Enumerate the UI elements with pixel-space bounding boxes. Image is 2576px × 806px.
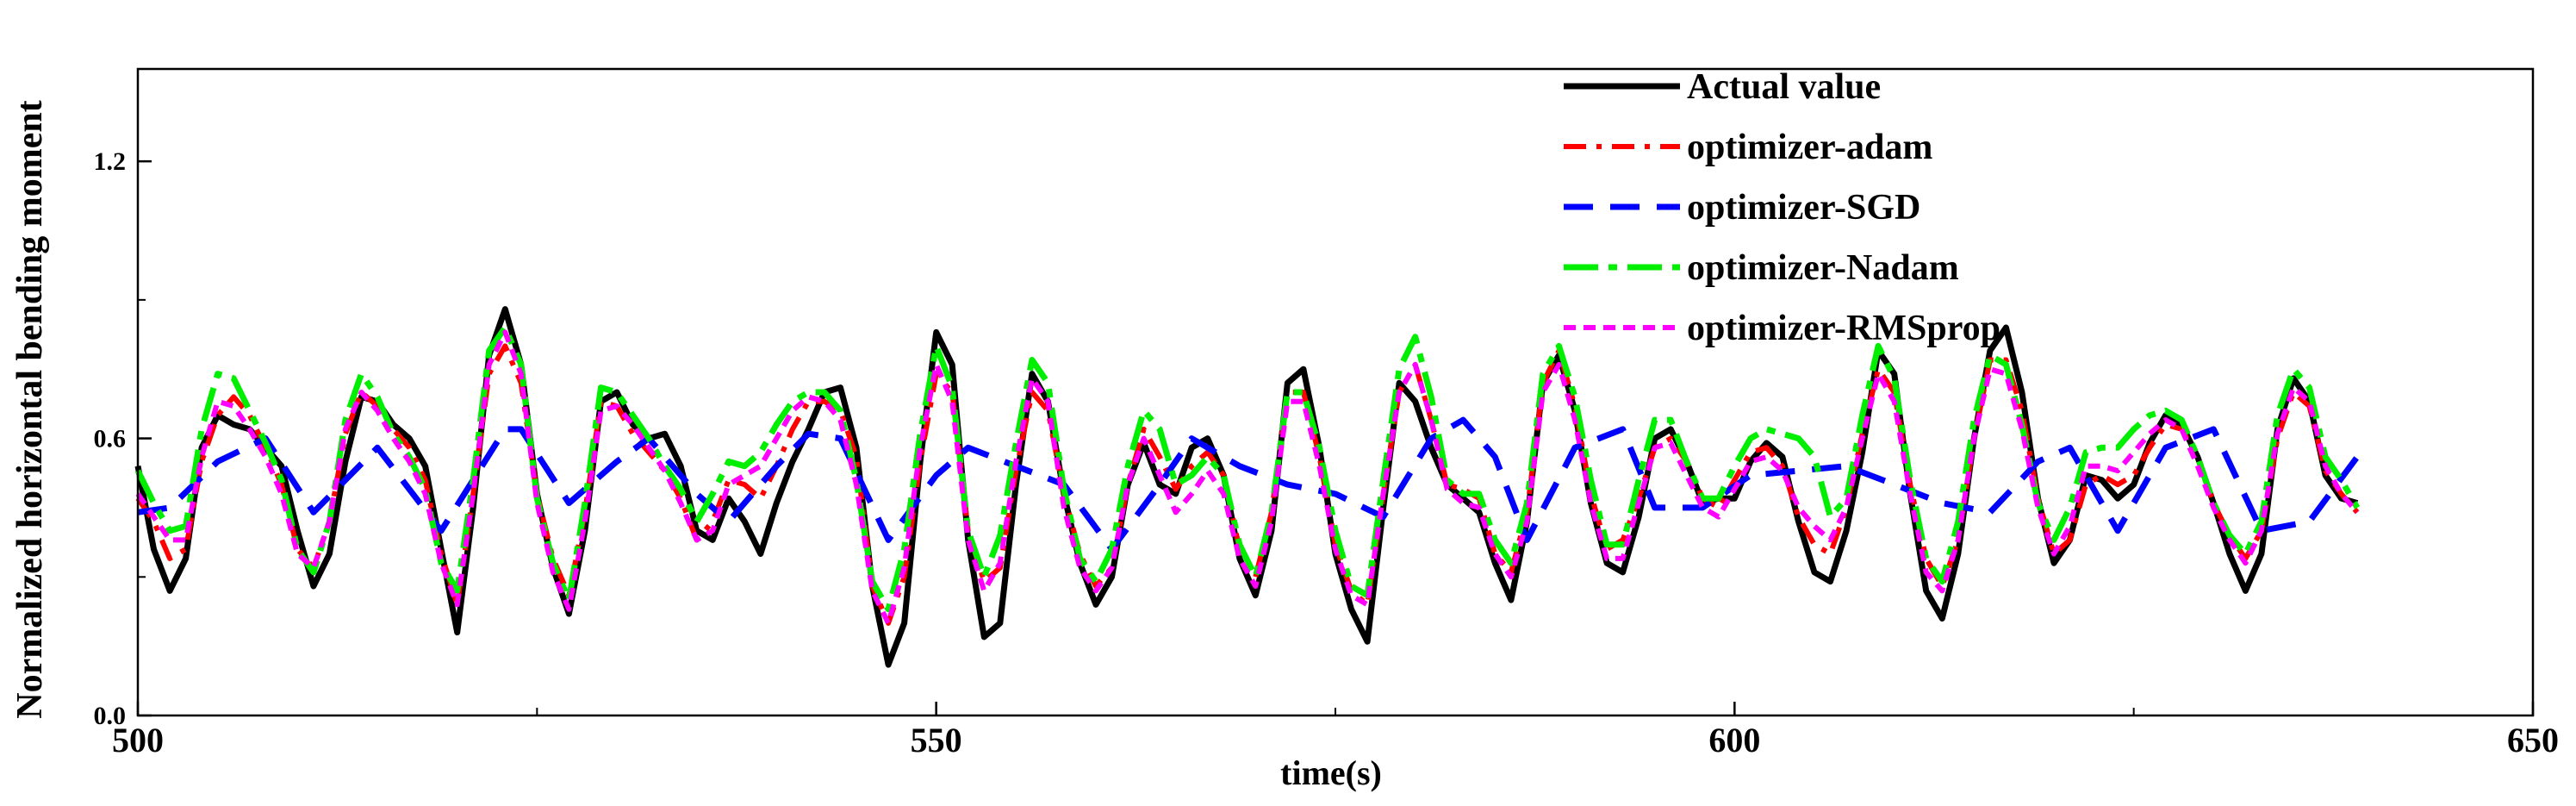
series-layer bbox=[134, 306, 2361, 668]
x-tick-label: 650 bbox=[2507, 721, 2559, 759]
series-line-2 bbox=[137, 416, 2360, 553]
y-axis-title: Normalized horizontal bending moment bbox=[10, 100, 50, 718]
y-tick-label: 0.0 bbox=[94, 702, 127, 730]
series-line-1 bbox=[135, 343, 2360, 626]
series-line-4 bbox=[135, 329, 2360, 626]
y-tick-label: 1.2 bbox=[94, 147, 127, 176]
legend-label: optimizer-adam bbox=[1687, 128, 1932, 167]
legend-label: Actual value bbox=[1687, 67, 1881, 107]
x-axis-title: time(s) bbox=[1280, 753, 1382, 792]
legend-label: optimizer-Nadam bbox=[1687, 248, 1959, 288]
x-tick-label: 550 bbox=[911, 721, 962, 759]
legend: Actual value optimizer-adam optimizer-SGD o… bbox=[1564, 67, 2000, 348]
x-tick-label: 600 bbox=[1708, 721, 1760, 759]
axis-ticks: 500 550 600 650 0.0 0.6 1.2 bbox=[94, 147, 2560, 759]
y-tick-label: 0.6 bbox=[94, 425, 127, 453]
x-tick-label: 500 bbox=[112, 721, 164, 759]
series-line-3 bbox=[134, 324, 2361, 613]
legend-label: optimizer-SGD bbox=[1687, 188, 1920, 228]
legend-label: optimizer-RMSprop bbox=[1687, 309, 2000, 348]
plot-frame bbox=[136, 67, 2535, 717]
